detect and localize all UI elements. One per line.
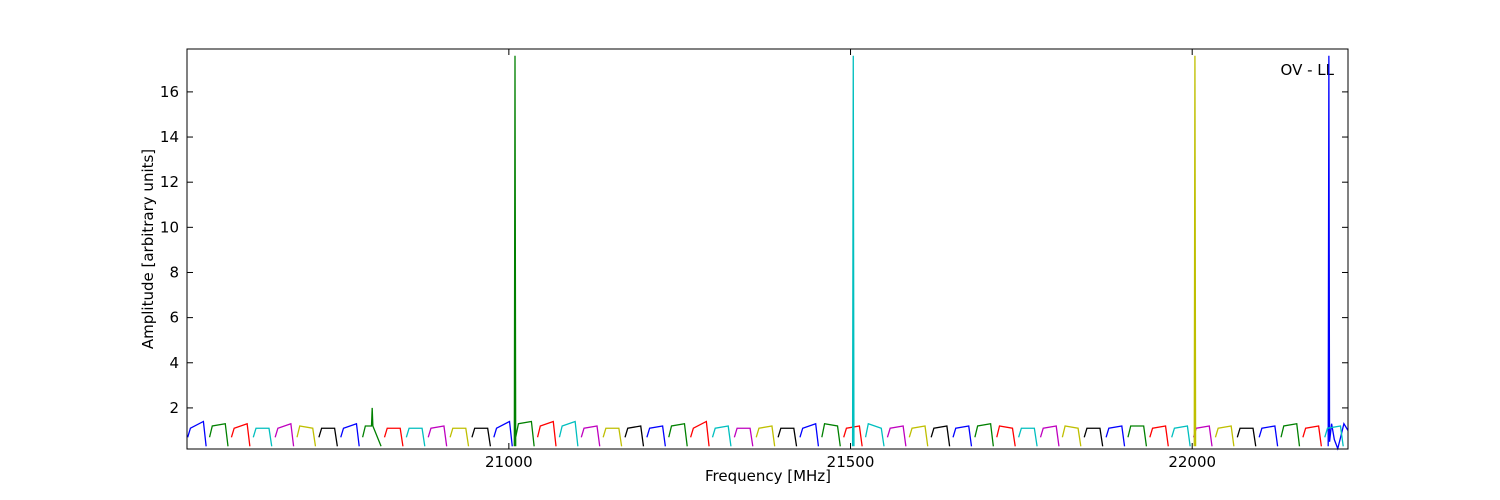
x-tick-label: 22000 bbox=[1168, 453, 1216, 471]
data-line bbox=[187, 55, 1349, 451]
y-tick-label: 2 bbox=[169, 399, 179, 417]
annotation: OV - LL bbox=[1281, 61, 1335, 79]
x-tick-label: 21500 bbox=[827, 453, 875, 471]
y-tick-label: 8 bbox=[169, 263, 179, 281]
data-line bbox=[230, 420, 1322, 447]
x-tick-label: 21000 bbox=[485, 453, 533, 471]
y-tick-label: 12 bbox=[160, 173, 179, 191]
y-axis-label: Amplitude [arbitrary units] bbox=[139, 149, 157, 349]
x-axis-label: Frequency [MHz] bbox=[705, 467, 831, 485]
data-line bbox=[318, 425, 1257, 447]
y-tick-label: 14 bbox=[160, 128, 179, 146]
plot-frame bbox=[186, 48, 1349, 450]
y-tick-label: 10 bbox=[160, 218, 179, 236]
data-line bbox=[252, 55, 1344, 447]
data-line bbox=[208, 55, 1301, 447]
data-line bbox=[296, 55, 1235, 447]
y-tick-label: 4 bbox=[169, 354, 179, 372]
data-line bbox=[274, 422, 1213, 447]
y-tick-label: 6 bbox=[169, 309, 179, 327]
y-tick-label: 16 bbox=[160, 83, 179, 101]
